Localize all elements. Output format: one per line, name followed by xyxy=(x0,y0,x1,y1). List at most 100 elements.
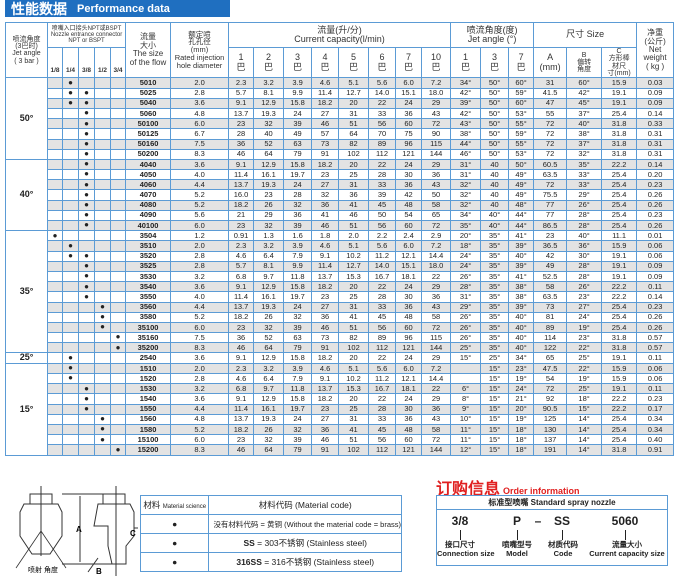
table-row: ● 5060 4.8 13.7 19.3 24 27 31 33 36 43 42° 50° 53° 55 3… xyxy=(6,107,675,120)
flow-value: 64 xyxy=(253,444,285,456)
flow-value: 4.6 xyxy=(311,240,340,252)
flow-value: 16.1 xyxy=(253,291,285,303)
connector-mark xyxy=(109,362,127,375)
flow-value: 24 xyxy=(283,107,313,120)
flow-value: 26 xyxy=(253,311,285,323)
flow-value: 46 xyxy=(311,321,340,334)
flow-value: 19.7 xyxy=(283,403,313,415)
flow-value: 18.2 xyxy=(311,281,340,293)
dimension-col-header: C 方形棒 材尺 寸(mm) xyxy=(601,46,638,79)
connector-mark xyxy=(94,403,111,415)
jet-pressure-header: 3 巴 xyxy=(480,46,510,79)
jet-angle-value: 40° xyxy=(508,250,535,262)
net-weight: 0.31 xyxy=(636,148,675,160)
flow-value: 15.8 xyxy=(283,352,313,364)
code-material: SS xyxy=(553,514,570,528)
flow-value: 43 xyxy=(421,107,452,120)
flow-value: 14.4 xyxy=(421,250,452,262)
flow-size: 1540 xyxy=(125,393,172,405)
flow-size: 5040 xyxy=(125,97,172,109)
connector-mark xyxy=(109,373,127,385)
table-row: 50° ● 5010 2.0 2.3 3.2 3.9 4.6 5.1 5.6 6.0 7.2 34° 50… xyxy=(5,77,675,160)
dim-c: 25.4 xyxy=(601,423,638,436)
connector-mark xyxy=(109,383,127,395)
connector-mark xyxy=(78,311,95,323)
flow-value: 50 xyxy=(368,209,397,222)
hole-diameter: 3.6 xyxy=(170,281,230,293)
flow-value: 23 xyxy=(228,321,255,334)
title-en: Performance data xyxy=(77,2,170,15)
flow-size: 50200 xyxy=(125,148,172,160)
label-c: C xyxy=(130,529,136,538)
flow-value: 19.3 xyxy=(253,179,285,191)
connector-header: 喷嘴入口接头NPT或BSPT Nozzle entrance connector… xyxy=(46,22,127,48)
table-row: ● 40100 6.0 23 32 39 46 51 56 60 72 35° 40° 44° 86.5 28… xyxy=(6,219,675,232)
dim-c: 25.4 xyxy=(601,189,638,201)
flow-value: 49 xyxy=(283,128,313,140)
connector-mark: ● xyxy=(94,301,111,313)
flow-value: 4.6 xyxy=(311,362,340,375)
flow-value: 28 xyxy=(368,291,397,303)
label-zh: 流量大小 xyxy=(612,540,642,549)
connector-mark xyxy=(94,148,111,160)
flow-value: 18.2 xyxy=(228,311,255,323)
dim-b: 36° xyxy=(566,240,603,252)
flow-value: 43 xyxy=(421,413,452,426)
flow-value: 96 xyxy=(395,332,423,344)
jet-angle-value: 39° xyxy=(508,301,535,313)
flow-value: 12.9 xyxy=(253,281,285,293)
table-row: ● 4060 4.4 13.7 19.3 24 27 31 33 36 43 32° 40 49° 72 33… xyxy=(6,179,675,191)
connector-mark xyxy=(47,434,63,446)
flow-value: 4.6 xyxy=(311,77,340,89)
material-row: ● 没有材料代码 = 黄铜 (Without the material code … xyxy=(139,514,402,534)
hole-diameter: 4.4 xyxy=(170,403,230,415)
connector-mark xyxy=(94,362,111,375)
connector-mark: ● xyxy=(78,148,95,160)
hole-diameter: 2.8 xyxy=(170,87,230,99)
hole-diameter: 5.6 xyxy=(170,209,230,222)
dim-b: 23° xyxy=(566,332,603,344)
flow-value: 102 xyxy=(338,342,370,354)
jet-angle-value: 39° xyxy=(450,97,482,109)
connector-mark xyxy=(47,77,63,89)
dim-a: 191 xyxy=(533,444,568,456)
jet-angle-value: 15° xyxy=(450,352,482,364)
flow-value: 73 xyxy=(311,332,340,344)
flow-size: 1560 xyxy=(125,413,172,426)
nozzle-thread-right xyxy=(102,493,126,505)
flow-value: 15.1 xyxy=(395,260,423,272)
jet-angle-value: 44° xyxy=(450,138,482,150)
connector-mark xyxy=(62,148,79,160)
flow-value: 30 xyxy=(395,291,423,303)
connector-mark xyxy=(62,434,79,446)
flow-size: 4080 xyxy=(125,199,172,211)
connector-mark: ● xyxy=(94,434,111,446)
flow-value: 32 xyxy=(253,118,285,130)
jet-angle-value: 50° xyxy=(480,77,510,89)
connector-mark xyxy=(47,87,63,99)
net-weight: 0.11 xyxy=(636,383,675,395)
connector-mark xyxy=(47,219,63,232)
flow-value: 11.4 xyxy=(311,87,340,99)
flow-value: 51 xyxy=(338,118,370,130)
connector-mark xyxy=(47,444,63,456)
dim-b: 18° xyxy=(566,393,603,405)
hole-diameter: 6.0 xyxy=(170,118,230,130)
connector-mark xyxy=(94,179,111,191)
flow-value: 15.8 xyxy=(283,97,313,109)
connector-mark: ● xyxy=(47,230,63,242)
connector-mark xyxy=(94,138,111,150)
dimension-header: 尺寸 Size xyxy=(533,22,638,48)
connector-mark xyxy=(47,311,63,323)
connector-mark: ● xyxy=(62,87,79,99)
jet-angle-group: 40° xyxy=(5,158,48,232)
flow-value: 18.1 xyxy=(395,383,423,395)
flow-value: 10.2 xyxy=(338,250,370,262)
flow-value: 51 xyxy=(338,321,370,334)
flow-value: 12.9 xyxy=(253,97,285,109)
flow-value: 24 xyxy=(395,281,423,293)
hole-diameter: 5.2 xyxy=(170,311,230,323)
label-en: Model xyxy=(506,548,528,558)
dim-a: 90.5 xyxy=(533,403,568,415)
material-text: 316SS = 316不锈钢 (Stainless steel) xyxy=(208,552,402,572)
